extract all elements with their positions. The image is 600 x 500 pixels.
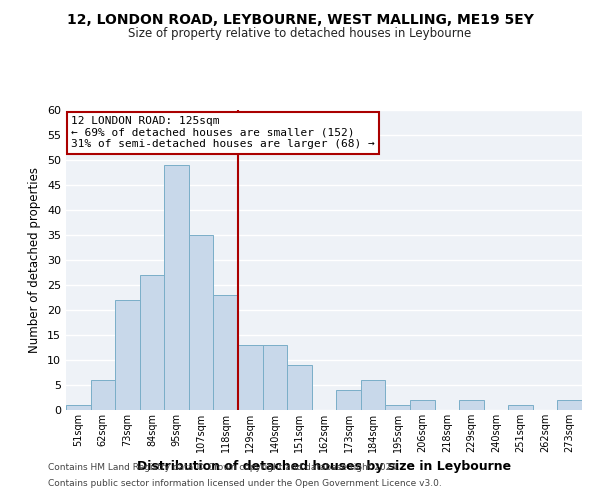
- Bar: [385, 405, 410, 410]
- Text: 12, LONDON ROAD, LEYBOURNE, WEST MALLING, ME19 5EY: 12, LONDON ROAD, LEYBOURNE, WEST MALLING…: [67, 12, 533, 26]
- Bar: [214, 295, 238, 410]
- Y-axis label: Number of detached properties: Number of detached properties: [28, 167, 41, 353]
- Bar: [115, 300, 140, 410]
- Bar: [557, 400, 582, 410]
- Bar: [508, 405, 533, 410]
- Bar: [336, 390, 361, 410]
- Bar: [164, 165, 189, 410]
- Bar: [140, 275, 164, 410]
- Bar: [287, 365, 312, 410]
- Bar: [66, 405, 91, 410]
- Bar: [263, 345, 287, 410]
- Text: 12 LONDON ROAD: 125sqm
← 69% of detached houses are smaller (152)
31% of semi-de: 12 LONDON ROAD: 125sqm ← 69% of detached…: [71, 116, 375, 149]
- Text: Contains public sector information licensed under the Open Government Licence v3: Contains public sector information licen…: [48, 478, 442, 488]
- X-axis label: Distribution of detached houses by size in Leybourne: Distribution of detached houses by size …: [137, 460, 511, 473]
- Bar: [459, 400, 484, 410]
- Text: Size of property relative to detached houses in Leybourne: Size of property relative to detached ho…: [128, 28, 472, 40]
- Bar: [189, 235, 214, 410]
- Bar: [361, 380, 385, 410]
- Bar: [410, 400, 434, 410]
- Text: Contains HM Land Registry data © Crown copyright and database right 2024.: Contains HM Land Registry data © Crown c…: [48, 464, 400, 472]
- Bar: [238, 345, 263, 410]
- Bar: [91, 380, 115, 410]
